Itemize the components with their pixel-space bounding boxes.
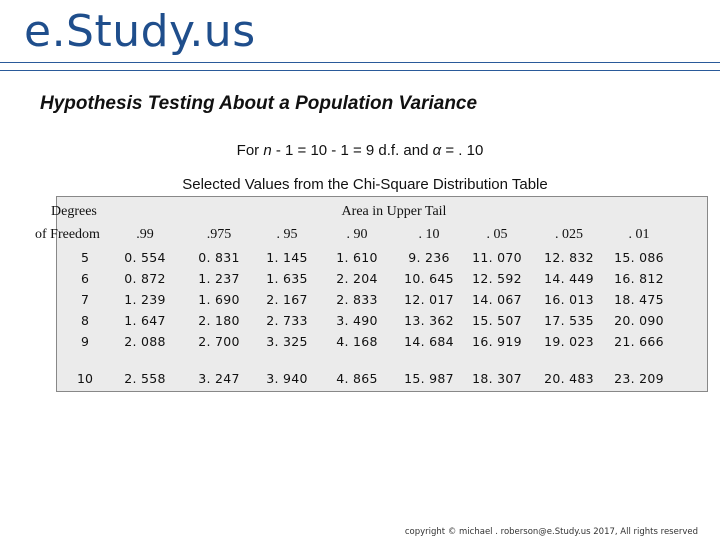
table-cell: 12. 832 <box>544 250 594 265</box>
header-rule-bottom <box>0 70 720 71</box>
table-cell: 12. 017 <box>404 292 454 307</box>
table-cell: 2. 180 <box>198 313 240 328</box>
table-cell: 21. 666 <box>614 334 664 349</box>
column-header: . 05 <box>486 227 508 242</box>
header-freedom: of Freedom <box>35 227 100 242</box>
table-cell: 3. 490 <box>336 313 378 328</box>
column-header: . 10 <box>418 227 440 242</box>
subtitle-rest: - 1 = 10 - 1 = 9 d.f. and <box>271 142 433 159</box>
subtitle-suffix: = . 10 <box>441 142 484 159</box>
table-cell: 2. 733 <box>266 313 308 328</box>
header-rule-top <box>0 62 720 63</box>
table-cell: 0. 554 <box>124 250 166 265</box>
table-cell: 19. 023 <box>544 334 594 349</box>
table-cell: 2. 700 <box>198 334 240 349</box>
table-cell: 10. 645 <box>404 271 454 286</box>
table-cell: 2. 167 <box>266 292 308 307</box>
table-cell: 18. 307 <box>472 371 522 386</box>
table-cell: 1. 690 <box>198 292 240 307</box>
alpha-symbol: α <box>432 142 442 159</box>
column-header: .975 <box>206 227 232 242</box>
table-cell: 0. 872 <box>124 271 166 286</box>
table-cell: 16. 812 <box>614 271 664 286</box>
table-cell: 4. 168 <box>336 334 378 349</box>
table-cell: 17. 535 <box>544 313 594 328</box>
table-caption: Selected Values from the Chi-Square Dist… <box>182 176 548 193</box>
row-df-label: 6 <box>81 271 89 286</box>
table-cell: 14. 449 <box>544 271 594 286</box>
table-cell: 15. 507 <box>472 313 522 328</box>
row-df-label: 8 <box>81 313 89 328</box>
table-cell: 1. 635 <box>266 271 308 286</box>
column-header: .99 <box>136 227 154 242</box>
table-cell: 4. 865 <box>336 371 378 386</box>
chi-square-table: Degrees of Freedom Area in Upper Tail .9… <box>35 196 708 392</box>
table-cell: 2. 088 <box>124 334 166 349</box>
table-cell: 2. 204 <box>336 271 378 286</box>
table-cell: 1. 237 <box>198 271 240 286</box>
table-cell: 14. 684 <box>404 334 454 349</box>
row-df-label: 10 <box>77 371 93 386</box>
column-header: . 90 <box>346 227 368 242</box>
table-cell: 16. 919 <box>472 334 522 349</box>
row-df-label: 5 <box>81 250 89 265</box>
slide-title: Hypothesis Testing About a Population Va… <box>40 93 478 114</box>
row-df-label: 9 <box>81 334 89 349</box>
header-degrees: Degrees <box>51 204 97 219</box>
column-header: . 01 <box>628 227 650 242</box>
subtitle: For n - 1 = 10 - 1 = 9 d.f. and α = . 10 <box>0 142 720 159</box>
table-cell: 15. 987 <box>404 371 454 386</box>
table-cell: 13. 362 <box>404 313 454 328</box>
table-cell: 2. 558 <box>124 371 166 386</box>
table-cell: 3. 325 <box>266 334 308 349</box>
table-cell: 16. 013 <box>544 292 594 307</box>
table-cell: 9. 236 <box>408 250 450 265</box>
table-cell: 1. 610 <box>336 250 378 265</box>
subtitle-prefix: For <box>236 142 264 159</box>
table-cell: 0. 831 <box>198 250 240 265</box>
column-header: . 95 <box>276 227 298 242</box>
table-cell: 1. 145 <box>266 250 308 265</box>
row-df-label: 7 <box>81 292 89 307</box>
table-cell: 2. 833 <box>336 292 378 307</box>
subtitle-n: n <box>263 142 272 159</box>
table-cell: 11. 070 <box>472 250 522 265</box>
copyright-footer: copyright © michael . roberson@e.Study.u… <box>404 527 698 537</box>
table-cell: 1. 239 <box>124 292 166 307</box>
table-cell: 20. 090 <box>614 313 664 328</box>
table-cell: 20. 483 <box>544 371 594 386</box>
table-cell: 23. 209 <box>614 371 664 386</box>
header-area: Area in Upper Tail <box>341 204 447 219</box>
table-cell: 12. 592 <box>472 271 522 286</box>
table-cell: 3. 940 <box>266 371 308 386</box>
table-cell: 14. 067 <box>472 292 522 307</box>
column-header: . 025 <box>555 227 583 242</box>
brand-logo: e.Study.us <box>24 6 256 57</box>
table-cell: 15. 086 <box>614 250 664 265</box>
table-cell: 3. 247 <box>198 371 240 386</box>
table-cell: 1. 647 <box>124 313 166 328</box>
table-cell: 18. 475 <box>614 292 664 307</box>
